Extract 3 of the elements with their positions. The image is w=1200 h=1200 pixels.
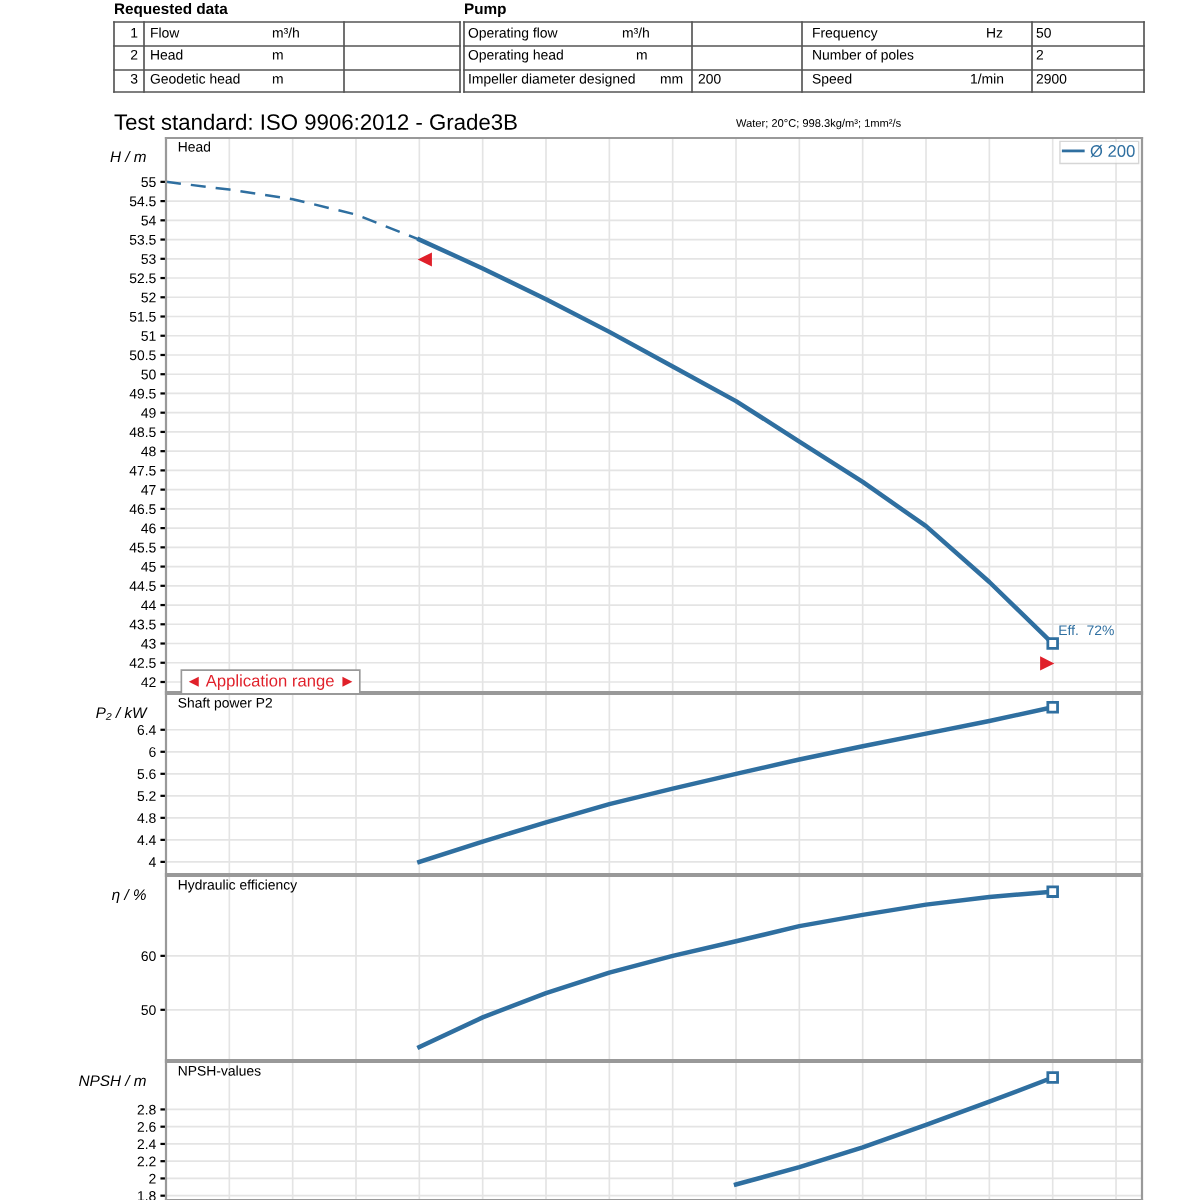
annotation: ◄ Application range ► — [188, 674, 353, 690]
legend-label: Ø 200 — [1090, 144, 1135, 158]
chart-title: Test standard: ISO 9906:2012 - Grade3B — [114, 113, 517, 130]
